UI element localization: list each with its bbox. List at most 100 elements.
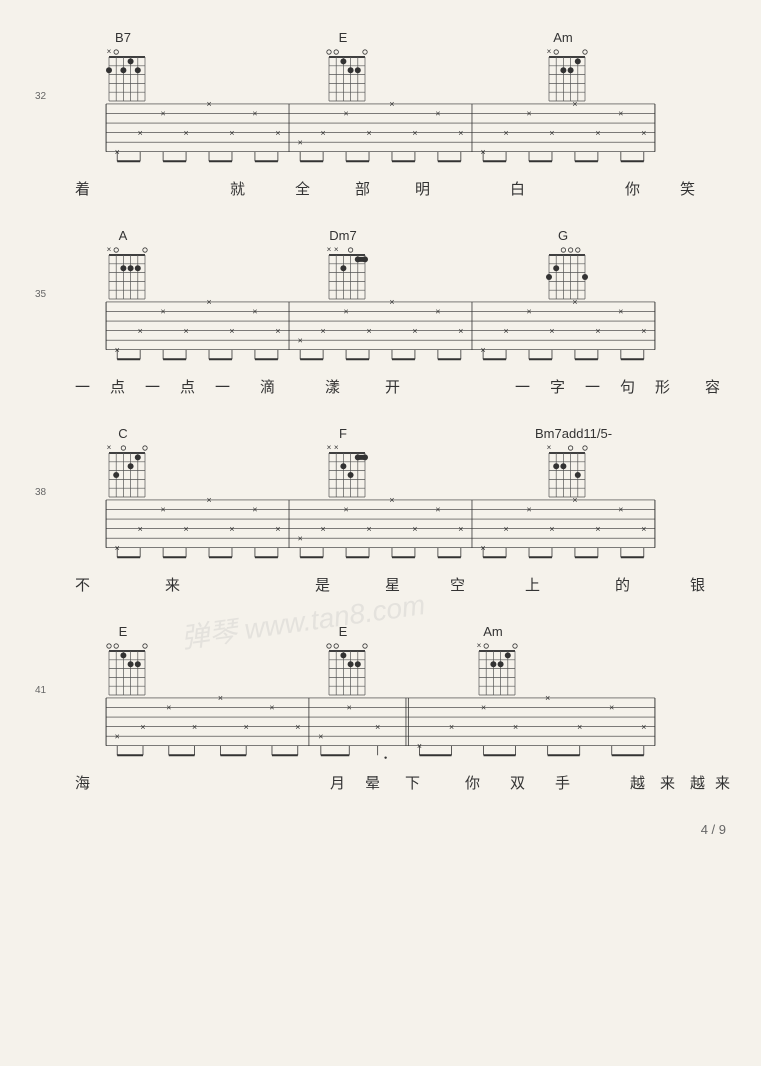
svg-text:×: ×: [641, 326, 646, 336]
lyric-row: 着就全部明白你笑: [35, 178, 726, 200]
lyric-syllable: 就: [230, 178, 245, 199]
svg-text:×: ×: [435, 307, 440, 317]
svg-text:×: ×: [321, 326, 326, 336]
lyric-syllable: 着: [75, 178, 90, 199]
lyric-syllable: 来: [660, 772, 675, 793]
svg-text:×: ×: [206, 298, 211, 307]
lyric-syllable: 一: [215, 376, 230, 397]
chord-name: E: [315, 624, 371, 639]
svg-text:×: ×: [166, 703, 171, 713]
svg-text:×: ×: [229, 128, 234, 138]
svg-text:×: ×: [366, 326, 371, 336]
svg-text:×: ×: [618, 307, 623, 317]
svg-text:×: ×: [458, 128, 463, 138]
lyric-syllable: 下: [405, 772, 420, 793]
chord-diagram: C×: [95, 426, 151, 487]
svg-text:×: ×: [252, 109, 257, 119]
svg-text:×: ×: [218, 694, 223, 703]
svg-text:×: ×: [334, 443, 339, 452]
lyric-syllable: 的: [615, 574, 630, 595]
svg-text:×: ×: [547, 47, 552, 56]
svg-text:×: ×: [321, 524, 326, 534]
lyric-syllable: 海: [75, 772, 90, 793]
svg-text:×: ×: [449, 722, 454, 732]
chord-name: C: [95, 426, 151, 441]
svg-text:×: ×: [572, 496, 577, 505]
svg-text:×: ×: [435, 109, 440, 119]
tab-system: EEAm×41×××××××××××××××××××海月晕下你双手越来越来: [35, 624, 726, 794]
svg-text:×: ×: [107, 443, 112, 452]
lyric-syllable: 一: [75, 376, 90, 397]
chord-diagram: E: [95, 624, 151, 685]
svg-text:×: ×: [549, 128, 554, 138]
lyric-syllable: 你: [465, 772, 480, 793]
svg-text:×: ×: [545, 694, 550, 703]
svg-text:×: ×: [344, 109, 349, 119]
lyric-syllable: 字: [550, 376, 565, 397]
tab-system: A×Dm7××G35××××××××××××××××××××××××一点一点一滴…: [35, 228, 726, 398]
svg-text:×: ×: [375, 722, 380, 732]
svg-text:×: ×: [641, 524, 646, 534]
svg-text:×: ×: [252, 505, 257, 515]
lyric-syllable: 容: [705, 376, 720, 397]
lyric-syllable: 不: [75, 574, 90, 595]
chord-row: A×Dm7××G35: [35, 228, 726, 298]
lyric-syllable: 部: [355, 178, 370, 199]
lyric-syllable: 句: [620, 376, 635, 397]
svg-text:×: ×: [412, 128, 417, 138]
chord-diagram: E: [315, 30, 371, 91]
svg-text:×: ×: [344, 307, 349, 317]
tab-system: B7×EAm×32××××××××××××××××××××××××着就全部明白你…: [35, 30, 726, 200]
svg-text:×: ×: [513, 722, 518, 732]
lyric-syllable: 越: [690, 772, 705, 793]
lyric-syllable: 晕: [365, 772, 380, 793]
svg-text:×: ×: [107, 245, 112, 254]
lyric-syllable: 滴: [260, 376, 275, 397]
lyric-syllable: 漾: [325, 376, 340, 397]
svg-text:×: ×: [595, 524, 600, 534]
chord-row: EEAm×41: [35, 624, 726, 694]
lyric-syllable: 是: [315, 574, 330, 595]
chord-name: E: [95, 624, 151, 639]
svg-text:×: ×: [192, 722, 197, 732]
chord-diagram: Dm7××: [315, 228, 371, 289]
chord-name: F: [315, 426, 371, 441]
lyric-syllable: 明: [415, 178, 430, 199]
chord-diagram: Bm7add11/5-×: [535, 426, 591, 487]
chord-row: B7×EAm×32: [35, 30, 726, 100]
svg-text:×: ×: [161, 505, 166, 515]
chord-name: E: [315, 30, 371, 45]
tab-staff: ××××××××××××××××××××××××: [35, 298, 726, 368]
lyric-syllable: 一: [145, 376, 160, 397]
svg-text:×: ×: [504, 326, 509, 336]
lyric-syllable: 全: [295, 178, 310, 199]
svg-text:×: ×: [107, 47, 112, 56]
svg-text:×: ×: [618, 505, 623, 515]
guitar-tab-sheet: B7×EAm×32××××××××××××××××××××××××着就全部明白你…: [35, 30, 726, 794]
lyric-syllable: 你: [625, 178, 640, 199]
chord-diagram: Am×: [535, 30, 591, 91]
svg-text:×: ×: [595, 128, 600, 138]
svg-text:×: ×: [206, 496, 211, 505]
svg-text:×: ×: [389, 298, 394, 307]
lyric-syllable: 双: [510, 772, 525, 793]
svg-text:×: ×: [206, 100, 211, 109]
svg-text:×: ×: [504, 128, 509, 138]
svg-text:×: ×: [577, 722, 582, 732]
svg-text:×: ×: [321, 128, 326, 138]
svg-text:×: ×: [275, 326, 280, 336]
svg-text:×: ×: [641, 128, 646, 138]
lyric-syllable: 月: [330, 772, 345, 793]
chord-diagram: G: [535, 228, 591, 289]
lyric-row: 不来是星空上的银: [35, 574, 726, 596]
lyric-syllable: 一: [515, 376, 530, 397]
svg-text:×: ×: [412, 326, 417, 336]
svg-text:×: ×: [504, 524, 509, 534]
chord-diagram: E: [315, 624, 371, 685]
lyric-syllable: 空: [450, 574, 465, 595]
lyric-syllable: 星: [385, 574, 400, 595]
svg-text:×: ×: [572, 298, 577, 307]
svg-text:×: ×: [641, 722, 646, 732]
svg-text:×: ×: [435, 505, 440, 515]
svg-text:×: ×: [389, 100, 394, 109]
